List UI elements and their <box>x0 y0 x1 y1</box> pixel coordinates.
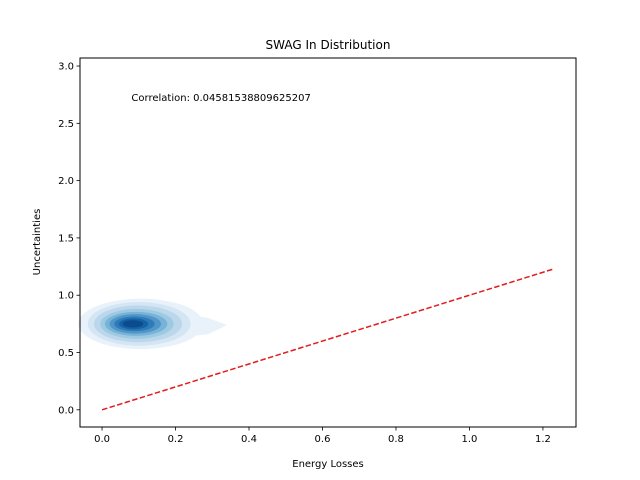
x-tick-label: 0.0 <box>94 434 110 445</box>
x-tick-label: 0.6 <box>315 434 331 445</box>
x-axis-label: Energy Losses <box>292 459 363 470</box>
y-tick-label: 2.5 <box>58 119 74 130</box>
x-tick-label: 0.8 <box>388 434 404 445</box>
plot-frame <box>79 57 577 428</box>
y-tick-label: 3.0 <box>58 62 74 73</box>
y-tick-label: 0.0 <box>58 405 74 416</box>
x-tick-label: 0.4 <box>241 434 257 445</box>
chart-title: SWAG In Distribution <box>266 38 391 52</box>
y-tick-label: 2.0 <box>58 176 74 187</box>
correlation-annotation: Correlation: 0.04581538809625207 <box>131 93 310 104</box>
y-tick-label: 0.5 <box>58 348 74 359</box>
y-axis: 0.0 0.5 1.0 1.5 2.0 2.5 3.0 <box>58 62 80 416</box>
x-axis: 0.0 0.2 0.4 0.6 0.8 1.0 1.2 <box>94 427 551 445</box>
x-tick-label: 1.2 <box>535 434 551 445</box>
y-tick-label: 1.0 <box>58 291 74 302</box>
y-tick-label: 1.5 <box>58 233 74 244</box>
density-level-8 <box>122 320 144 328</box>
plot-area <box>78 268 555 411</box>
x-tick-label: 1.0 <box>461 434 477 445</box>
y-axis-label: Uncertainties <box>32 209 43 276</box>
x-tick-label: 0.2 <box>168 434 184 445</box>
